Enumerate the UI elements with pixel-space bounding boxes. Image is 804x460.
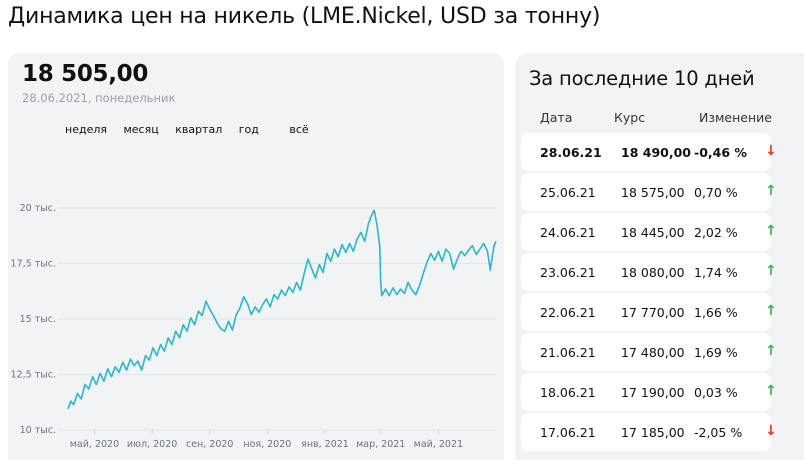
x-tick-label: мар, 2021	[356, 439, 405, 450]
arrow-up-icon: ↑	[765, 383, 777, 399]
row-rate: 18 575,00	[621, 185, 685, 200]
table-row[interactable]: 25.06.21 18 575,00 0,70 % ↑	[521, 173, 777, 211]
y-tick-label: 20 тыс.	[20, 203, 56, 214]
row-change: 0,03 %	[694, 385, 738, 400]
arrow-up-icon: ↑	[765, 303, 777, 319]
history-rows: 28.06.21 18 490,00 -0,46 % ↓ 25.06.21 18 575,…	[521, 133, 777, 453]
header-change: Изменение	[699, 110, 772, 125]
current-price: 18 505,00	[22, 61, 149, 87]
arrow-up-icon: ↑	[765, 263, 777, 279]
x-tick-label: сен, 2020	[186, 439, 234, 450]
header-rate: Курс	[614, 110, 646, 125]
arrow-up-icon: ↑	[765, 343, 777, 359]
row-rate: 17 480,00	[621, 345, 685, 360]
row-date: 28.06.21	[540, 145, 602, 160]
period-all[interactable]: всё	[289, 123, 309, 136]
y-tick-label: 12,5 тыс.	[11, 370, 56, 381]
row-rate: 17 770,00	[621, 305, 685, 320]
period-quarter[interactable]: квартал	[175, 123, 223, 136]
row-change: 1,69 %	[694, 345, 738, 360]
x-tick-label: июл, 2020	[127, 439, 177, 450]
table-row[interactable]: 21.06.21 17 480,00 1,69 % ↑	[521, 333, 777, 371]
page-title: Динамика цен на никель (LME.Nickel, USD …	[8, 4, 601, 29]
x-tick-label: янв, 2021	[301, 439, 349, 450]
price-chart[interactable]: 10 тыс.12,5 тыс.15 тыс.17,5 тыс.20 тыс. …	[8, 53, 504, 460]
row-date: 25.06.21	[540, 185, 596, 200]
x-tick-label: май, 2020	[70, 439, 119, 450]
row-rate: 18 490,00	[621, 145, 691, 160]
table-row[interactable]: 17.06.21 17 185,00 -2,05 % ↓	[521, 413, 777, 451]
row-rate: 18 080,00	[621, 265, 685, 280]
period-year[interactable]: год	[238, 123, 259, 136]
row-change: 0,70 %	[694, 185, 738, 200]
arrow-up-icon: ↑	[765, 183, 777, 199]
series-line-nickel[interactable]	[67, 209, 497, 410]
period-month[interactable]: месяц	[123, 123, 159, 136]
y-tick-label: 15 тыс.	[20, 314, 56, 325]
row-rate: 17 185,00	[621, 425, 685, 440]
header-date: Дата	[540, 110, 573, 125]
price-date: 28.06.2021, понедельник	[22, 91, 176, 105]
x-tick-label: ноя, 2020	[243, 439, 291, 450]
chart-card: 18 505,00 28.06.2021, понедельник неделя…	[8, 53, 504, 460]
row-change: 1,74 %	[694, 265, 738, 280]
row-change: -2,05 %	[694, 425, 743, 440]
table-row[interactable]: 23.06.21 18 080,00 1,74 % ↑	[521, 253, 777, 291]
row-date: 21.06.21	[540, 345, 596, 360]
row-date: 18.06.21	[540, 385, 596, 400]
x-tick-label: май, 2021	[414, 439, 463, 450]
period-week[interactable]: неделя	[65, 123, 107, 136]
arrow-down-icon: ↓	[765, 423, 777, 439]
row-change: -0,46 %	[694, 145, 747, 160]
period-selector: неделя месяц квартал год всё	[65, 123, 309, 136]
row-rate: 18 445,00	[621, 225, 685, 240]
row-date: 24.06.21	[540, 225, 596, 240]
row-change: 2,02 %	[694, 225, 738, 240]
arrow-down-icon: ↓	[765, 143, 777, 159]
history-panel: За последние 10 дней Дата Курс Изменение…	[515, 53, 804, 460]
history-title: За последние 10 дней	[529, 67, 755, 90]
row-rate: 17 190,00	[621, 385, 685, 400]
table-header: Дата Курс Изменение	[515, 110, 804, 128]
row-date: 17.06.21	[540, 425, 596, 440]
arrow-up-icon: ↑	[765, 223, 777, 239]
table-row[interactable]: 18.06.21 17 190,00 0,03 % ↑	[521, 373, 777, 411]
table-row[interactable]: 22.06.21 17 770,00 1,66 % ↑	[521, 293, 777, 331]
table-row[interactable]: 24.06.21 18 445,00 2,02 % ↑	[521, 213, 777, 251]
row-date: 22.06.21	[540, 305, 596, 320]
row-date: 23.06.21	[540, 265, 596, 280]
row-change: 1,66 %	[694, 305, 738, 320]
y-tick-label: 10 тыс.	[20, 425, 56, 436]
table-row[interactable]: 28.06.21 18 490,00 -0,46 % ↓	[521, 133, 777, 171]
y-tick-label: 17,5 тыс.	[11, 259, 56, 270]
